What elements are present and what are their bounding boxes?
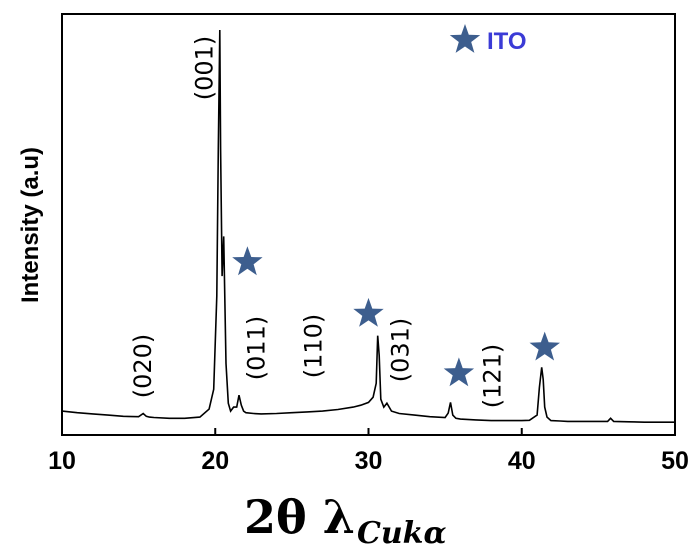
peak-label: (031) xyxy=(387,318,415,383)
ito-star-marker xyxy=(443,357,475,387)
x-tick-label: 40 xyxy=(508,447,536,475)
star-marker-layer xyxy=(232,246,560,387)
legend-label: ITO xyxy=(487,28,527,55)
x-axis-label: 2θ λCukα xyxy=(244,490,447,550)
x-axis-label-subscript: Cukα xyxy=(357,516,447,550)
x-tick-label: 30 xyxy=(355,447,383,475)
peak-label: (020) xyxy=(129,334,157,399)
peak-label-layer: (020) (001) (011) (110) (031) (121) xyxy=(129,36,506,409)
star-icon xyxy=(449,24,481,53)
ito-star-marker xyxy=(353,297,384,327)
x-tick-label: 50 xyxy=(661,447,689,475)
peak-label: (011) xyxy=(243,316,271,381)
x-axis-ticks: 10 20 30 40 50 xyxy=(48,428,689,475)
x-tick-label: 10 xyxy=(48,447,76,475)
peak-label: (121) xyxy=(479,344,507,409)
xrd-pattern-line xyxy=(61,29,675,423)
ito-star-marker xyxy=(232,246,263,276)
y-axis-label: Intensity (a.u) xyxy=(17,147,44,303)
peak-label: (001) xyxy=(191,36,219,101)
ito-star-marker xyxy=(529,331,560,361)
peak-label: (110) xyxy=(299,314,327,379)
legend: ITO xyxy=(449,24,527,55)
x-tick-label: 20 xyxy=(201,447,229,475)
x-axis-label-main: 2θ λ xyxy=(244,490,355,544)
